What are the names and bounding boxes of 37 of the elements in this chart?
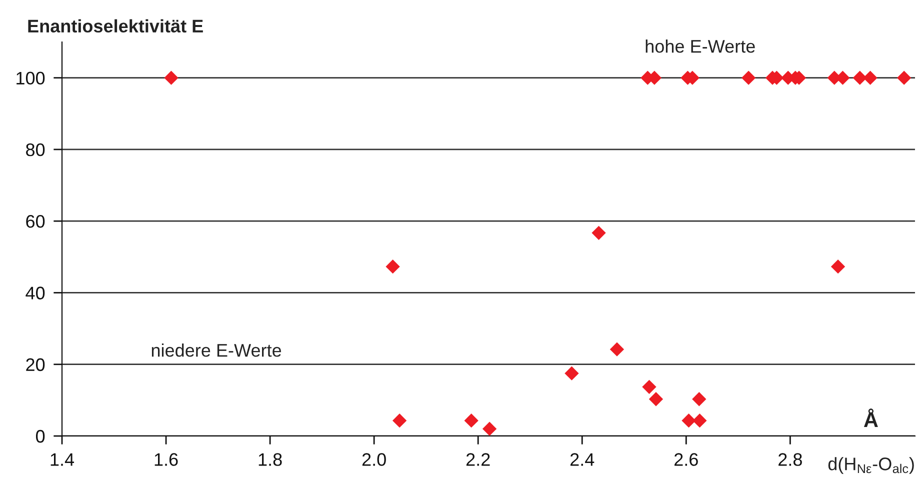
x-tick-label: 1.6	[154, 453, 178, 466]
x-tick-label: 2.4	[570, 453, 594, 466]
annotation: niedere E-Werte	[152, 344, 282, 357]
point	[692, 414, 707, 428]
point	[896, 70, 912, 85]
point	[863, 70, 878, 85]
point	[592, 226, 606, 240]
point	[464, 414, 478, 428]
point	[830, 260, 846, 274]
y-tick-label: 40	[26, 286, 45, 300]
point	[692, 392, 706, 406]
annotation: Å	[864, 408, 878, 427]
y-tick-label: 0	[36, 430, 45, 443]
x-tick-label: 2.2	[466, 453, 490, 466]
x-tick-label: 1.8	[258, 453, 282, 466]
point	[610, 342, 624, 356]
x-axis-title: d(H$_{Nε}$-O$_{alc}$)	[828, 457, 914, 474]
y-tick-label: 20	[26, 358, 45, 372]
x-tick-label: 2.6	[674, 453, 698, 466]
y-tick-label: 80	[26, 143, 45, 156]
y-tick-label: 100	[16, 72, 45, 85]
y-tick-label: 60	[26, 215, 45, 228]
point	[392, 414, 407, 428]
point	[648, 392, 664, 406]
point	[482, 422, 497, 436]
point	[564, 366, 579, 380]
point	[164, 70, 178, 85]
annotation: hohe E-Werte	[646, 39, 755, 53]
point	[682, 414, 696, 428]
point	[642, 380, 656, 394]
point	[386, 260, 400, 274]
x-tick-label: 2.0	[362, 453, 386, 466]
y-axis-title: Enantioselektivität E	[28, 19, 203, 33]
point	[741, 70, 756, 85]
point	[852, 70, 867, 85]
x-tick-label: 2.8	[778, 453, 802, 466]
x-tick-label: 1.4	[50, 453, 74, 466]
